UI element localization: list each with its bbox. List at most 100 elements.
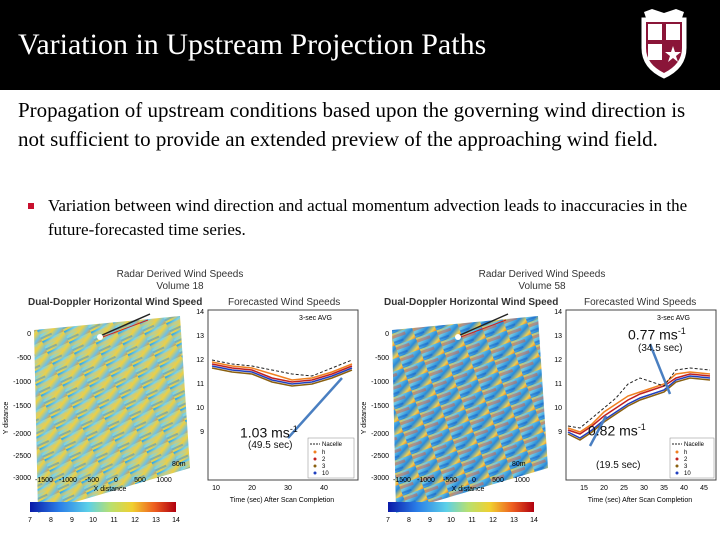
panel1-scale-label: 80m bbox=[172, 461, 186, 468]
panel1-header-line1: Radar Derived Wind Speeds bbox=[116, 269, 244, 280]
panel1-annotation-value: 1.03 ms-1 bbox=[240, 424, 298, 441]
panel2-colorbar-tick: 11 bbox=[468, 517, 475, 524]
panel2-chart-xtick: 15 bbox=[580, 485, 588, 492]
panel1-colorbar-tick: 10 bbox=[89, 517, 97, 524]
panel1-map-ylabel: Y distance bbox=[3, 402, 10, 435]
bullet-marker bbox=[28, 203, 34, 209]
panel1-legend-item: 3 bbox=[322, 464, 326, 470]
panel2-forecast-chart: 3-sec AVG 14 13 12 11 10 9 Nacelle h 2 3… bbox=[554, 309, 717, 504]
panel2-scale-label: 80m bbox=[512, 461, 526, 468]
panel1-chart-ytick: 12 bbox=[196, 357, 204, 364]
panel1-header-line2: Volume 18 bbox=[156, 281, 204, 292]
panel2-colorbar-tick: 13 bbox=[510, 517, 518, 524]
panel1-chart-ytick: 11 bbox=[197, 381, 204, 388]
panel1-chart-ytick: 10 bbox=[196, 405, 204, 412]
panel2-chart-title: Forecasted Wind Speeds bbox=[584, 297, 697, 308]
panel2-legend-item: 10 bbox=[684, 471, 691, 477]
panel2-ytick: 0 bbox=[385, 331, 389, 338]
panel1-chart-xlabel: Time (sec) After Scan Completion bbox=[230, 497, 334, 504]
title-bar: Variation in Upstream Projection Paths bbox=[0, 0, 720, 90]
figure-panels: Radar Derived Wind Speeds Volume 18 Dual… bbox=[0, 262, 720, 540]
panel1-legend-item: h bbox=[322, 450, 325, 456]
panel2-chart-xtick: 40 bbox=[680, 485, 688, 492]
panel1-map-xlabel: X distance bbox=[94, 486, 127, 493]
panel2-chart-ytick: 9 bbox=[558, 429, 562, 436]
panel1-chart-ytick: 9 bbox=[200, 429, 204, 436]
panel1-colorbar-tick: 9 bbox=[70, 517, 74, 524]
panel2-map-xlabel: X distance bbox=[452, 486, 485, 493]
panel1-chart-avg-label: 3-sec AVG bbox=[299, 315, 332, 322]
panel1-wind-map: 0 -500 -1000 -1500 -2000 -2500 -3000 Y d… bbox=[3, 313, 190, 524]
panel2-chart-xlabel: Time (sec) After Scan Completion bbox=[588, 497, 692, 504]
panel2-chart-ytick: 11 bbox=[555, 381, 562, 388]
panel1-xtick: 1000 bbox=[156, 477, 172, 484]
panel1-ytick: 0 bbox=[27, 331, 31, 338]
panel2-legend-item: 2 bbox=[684, 457, 688, 463]
panel2-header-line1: Radar Derived Wind Speeds bbox=[478, 269, 606, 280]
panel2-annotation2-value: 0.82 ms-1 bbox=[588, 422, 646, 439]
panel2-colorbar-tick: 7 bbox=[386, 517, 390, 524]
panel2-xtick: -1500 bbox=[393, 477, 411, 484]
panel1-xtick: 500 bbox=[134, 477, 146, 484]
panel2-chart-xtick: 35 bbox=[660, 485, 668, 492]
panel2-wind-map: 0 -500 -1000 -1500 -2000 -2500 -3000 Y d… bbox=[361, 313, 548, 524]
panel2-ytick: -1000 bbox=[371, 379, 389, 386]
panel2-legend-item: Nacelle bbox=[684, 442, 705, 448]
panel2-chart-xtick: 20 bbox=[600, 485, 608, 492]
panel2-colorbar-tick: 14 bbox=[530, 517, 538, 524]
university-shield-logo bbox=[641, 9, 687, 79]
panel2-ytick: -3000 bbox=[371, 475, 389, 482]
panel2-chart-avg-label: 3-sec AVG bbox=[657, 315, 690, 322]
panel1-annotation-time: (49.5 sec) bbox=[248, 440, 293, 451]
panel1-map-title: Dual-Doppler Horizontal Wind Speed bbox=[28, 297, 203, 308]
panel1-colorbar-tick: 11 bbox=[110, 517, 117, 524]
panel1-chart-ytick: 13 bbox=[196, 333, 204, 340]
panel1-ytick: -1000 bbox=[13, 379, 31, 386]
panel1-ytick: -2000 bbox=[13, 431, 31, 438]
slide-title: Variation in Upstream Projection Paths bbox=[18, 28, 487, 61]
panel2-ytick: -1500 bbox=[371, 403, 389, 410]
panel1-chart-xtick: 10 bbox=[212, 485, 220, 492]
panel2-xtick: 1000 bbox=[514, 477, 530, 484]
panel2-ytick: -500 bbox=[375, 355, 389, 362]
panel2-xtick: 0 bbox=[472, 477, 476, 484]
panel1-chart-title: Forecasted Wind Speeds bbox=[228, 297, 341, 308]
panel2-chart-xtick: 25 bbox=[620, 485, 628, 492]
panel2-map-title: Dual-Doppler Horizontal Wind Speed bbox=[384, 297, 559, 308]
panel1-xtick: -500 bbox=[85, 477, 99, 484]
panel2-xtick: -1000 bbox=[417, 477, 435, 484]
panel2-colorbar-tick: 9 bbox=[428, 517, 432, 524]
panel1-colorbar-tick: 13 bbox=[152, 517, 160, 524]
panel1-xtick: 0 bbox=[114, 477, 118, 484]
panel2-chart-xtick: 30 bbox=[640, 485, 648, 492]
panel1-legend-item: 2 bbox=[322, 457, 326, 463]
panel1-ytick: -500 bbox=[17, 355, 31, 362]
panel1-chart-xtick: 30 bbox=[284, 485, 292, 492]
panel1-chart-xtick: 40 bbox=[320, 485, 328, 492]
panel1-colorbar-tick: 8 bbox=[49, 517, 53, 524]
panel1-ytick: -1500 bbox=[13, 403, 31, 410]
panel2-annotation-value: 0.77 ms-1 bbox=[628, 326, 686, 343]
panel1-chart-xtick: 20 bbox=[248, 485, 256, 492]
panel1-ytick: -2500 bbox=[13, 453, 31, 460]
panel2-legend-item: 3 bbox=[684, 464, 688, 470]
bullet-item: Variation between wind direction and act… bbox=[28, 194, 708, 242]
panel1-xtick: -1500 bbox=[35, 477, 53, 484]
panel2-xtick: 500 bbox=[492, 477, 504, 484]
panel1-legend-item: 10 bbox=[322, 471, 329, 477]
panel1-colorbar-tick: 14 bbox=[172, 517, 180, 524]
bullet-text: Variation between wind direction and act… bbox=[48, 196, 688, 239]
panel2-colorbar-tick: 8 bbox=[407, 517, 411, 524]
panel2-ytick: -2500 bbox=[371, 453, 389, 460]
panel1-colorbar-tick: 7 bbox=[28, 517, 32, 524]
panel2-xtick: -500 bbox=[443, 477, 457, 484]
panel2-chart-ytick: 13 bbox=[554, 333, 562, 340]
panel1-colorbar-tick: 12 bbox=[131, 517, 139, 524]
panel1-legend-item: Nacelle bbox=[322, 442, 343, 448]
panel2-chart-ytick: 10 bbox=[554, 405, 562, 412]
panel2-colorbar-tick: 10 bbox=[447, 517, 455, 524]
intro-paragraph: Propagation of upstream conditions based… bbox=[18, 98, 686, 151]
panel1-xtick: -1000 bbox=[59, 477, 77, 484]
panel1-chart-ytick: 14 bbox=[196, 309, 204, 316]
panel1-ytick: -3000 bbox=[13, 475, 31, 482]
